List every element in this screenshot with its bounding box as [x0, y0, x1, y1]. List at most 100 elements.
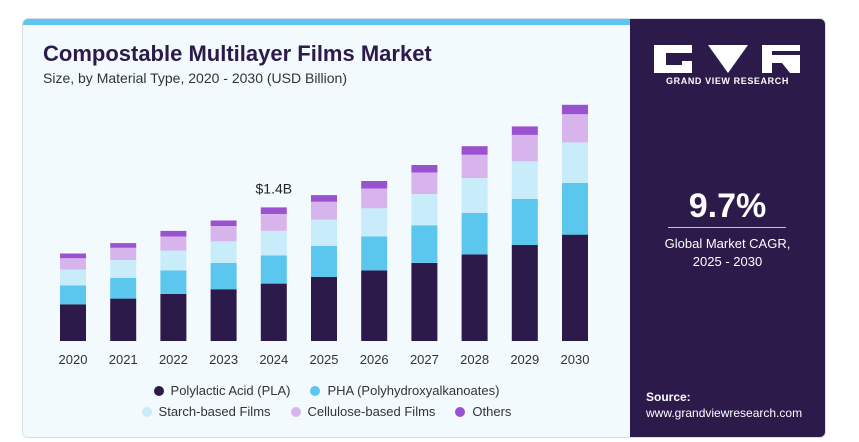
bar-segment-2029-pha-polyhydroxyalkanoates: [511, 198, 538, 245]
bar-segment-2025-starch-based-films: [311, 219, 337, 246]
bar-segment-2022-pha-polyhydroxyalkanoates: [160, 270, 187, 294]
x-tick-label-2021: 2021: [109, 352, 138, 367]
x-tick-label-2025: 2025: [310, 352, 339, 367]
legend-row-2: Starch-based Films Cellulose-based Films O…: [23, 404, 630, 419]
x-tick-label-2029: 2029: [510, 352, 539, 367]
legend-label-pha-polyhydroxyalkanoates: PHA (Polyhydroxyalkanoates): [327, 383, 500, 398]
bar-segment-2027-starch-based-films: [411, 194, 438, 226]
bar-segment-2029-polylactic-acid-pla: [511, 245, 538, 341]
brand-name: GRAND VIEW RESEARCH: [666, 76, 789, 86]
bar-segment-2026-polylactic-acid-pla: [361, 270, 388, 341]
bar-segment-2020-cellulose-based-films: [60, 258, 86, 270]
x-tick-label-2023: 2023: [209, 352, 238, 367]
cagr-value: 9.7%: [688, 187, 767, 225]
bar-segment-2029-cellulose-based-films: [511, 134, 538, 162]
bar-segment-2021-cellulose-based-films: [110, 247, 137, 260]
infographic-card: Compostable Multilayer Films Market Size…: [22, 18, 826, 438]
legend-swatch-cellulose-based-films: [290, 406, 301, 417]
bar-segment-2028-others: [461, 146, 488, 155]
bar-segment-2024-others: [260, 207, 287, 214]
bar-segment-2028-cellulose-based-films: [461, 154, 488, 179]
bar-segment-2026-pha-polyhydroxyalkanoates: [361, 236, 388, 271]
bar-segment-2026-others: [361, 181, 388, 189]
bar-segment-2030-polylactic-acid-pla: [562, 234, 588, 341]
bar-segment-2030-others: [562, 104, 588, 115]
bar-segment-2024-polylactic-acid-pla: [260, 283, 287, 341]
legend-swatch-pha-polyhydroxyalkanoates: [310, 385, 321, 396]
bar-segment-2029-starch-based-films: [511, 161, 538, 199]
bar-segment-2021-polylactic-acid-pla: [110, 298, 137, 341]
legend-item-polylactic-acid-pla: Polylactic Acid (PLA): [153, 383, 291, 398]
bar-segment-2025-others: [311, 195, 337, 202]
bar-segment-2024-pha-polyhydroxyalkanoates: [260, 255, 287, 284]
bar-segment-2025-pha-polyhydroxyalkanoates: [311, 245, 337, 277]
cagr-divider: [668, 227, 786, 228]
bar-segment-2026-starch-based-films: [361, 208, 388, 237]
legend-item-others: Others: [455, 404, 511, 419]
x-tick-label-2028: 2028: [460, 352, 489, 367]
x-tick-label-2030: 2030: [561, 352, 590, 367]
legend-swatch-starch-based-films: [141, 406, 152, 417]
x-tick-label-2027: 2027: [410, 352, 439, 367]
bar-segment-2028-polylactic-acid-pla: [461, 254, 488, 341]
legend-label-polylactic-acid-pla: Polylactic Acid (PLA): [170, 383, 291, 398]
legend-swatch-others: [455, 406, 466, 417]
bar-segment-2020-pha-polyhydroxyalkanoates: [60, 285, 86, 305]
legend-label-others: Others: [472, 404, 512, 419]
cagr-label-line2: 2025 - 2030: [692, 254, 763, 269]
bar-segment-2027-pha-polyhydroxyalkanoates: [411, 225, 438, 263]
bar-segment-2027-cellulose-based-films: [411, 172, 438, 195]
legend-row-1: Polylactic Acid (PLA) PHA (Polyhydroxyalk…: [23, 383, 630, 398]
bar-segment-2020-starch-based-films: [60, 269, 86, 286]
x-tick-label-2020: 2020: [59, 352, 88, 367]
bar-segment-2027-others: [411, 165, 438, 173]
bar-segment-2022-starch-based-films: [160, 250, 187, 271]
bar-segment-2020-polylactic-acid-pla: [60, 304, 86, 341]
legend-swatch-polylactic-acid-pla: [153, 385, 164, 396]
bar-segment-2024-starch-based-films: [260, 230, 287, 256]
bar-segment-2022-polylactic-acid-pla: [160, 293, 187, 341]
source-url[interactable]: www.grandviewresearch.com: [646, 406, 803, 420]
accent-bar: [23, 19, 630, 25]
bar-segment-2024-cellulose-based-films: [260, 213, 287, 231]
chart-title: Compostable Multilayer Films Market: [43, 41, 432, 66]
chart-subtitle: Size, by Material Type, 2020 - 2030 (USD…: [43, 70, 347, 86]
bar-segment-2022-others: [160, 230, 187, 237]
cagr-label-line1: Global Market CAGR,: [664, 236, 791, 251]
x-tick-label-2026: 2026: [360, 352, 389, 367]
legend-label-starch-based-films: Starch-based Films: [158, 404, 271, 419]
legend-label-cellulose-based-films: Cellulose-based Films: [307, 404, 436, 419]
bar-segment-2027-polylactic-acid-pla: [411, 262, 438, 341]
bar-segment-2025-polylactic-acid-pla: [311, 277, 337, 341]
bar-segment-2023-starch-based-films: [210, 241, 237, 263]
bar-segment-2021-others: [110, 243, 137, 248]
brand-panel: GRAND VIEW RESEARCH 9.7% Global Market C…: [630, 19, 825, 437]
bar-segment-2028-starch-based-films: [461, 178, 488, 213]
bar-segment-2023-others: [210, 220, 237, 227]
bar-segment-2026-cellulose-based-films: [361, 188, 388, 209]
bar-segment-2030-cellulose-based-films: [562, 114, 588, 143]
bar-segment-2022-cellulose-based-films: [160, 236, 187, 251]
cagr-label: Global Market CAGR, 2025 - 2030: [630, 235, 825, 271]
bar-segment-2021-starch-based-films: [110, 260, 137, 278]
bar-segment-2029-others: [511, 126, 538, 135]
bar-segment-2030-starch-based-films: [562, 142, 588, 183]
bar-segment-2023-cellulose-based-films: [210, 226, 237, 242]
bar-segment-2028-pha-polyhydroxyalkanoates: [461, 213, 488, 255]
bar-segment-2023-polylactic-acid-pla: [210, 289, 237, 341]
value-annotation-2024: $1.4B: [256, 180, 293, 196]
chart-legend: Polylactic Acid (PLA) PHA (Polyhydroxyalk…: [23, 383, 630, 425]
x-tick-label-2024: 2024: [259, 352, 288, 367]
bar-segment-2021-pha-polyhydroxyalkanoates: [110, 277, 137, 299]
bar-segment-2025-cellulose-based-films: [311, 201, 337, 220]
source-label: Source:: [646, 390, 691, 404]
bar-segment-2023-pha-polyhydroxyalkanoates: [210, 262, 237, 290]
stacked-bar-chart: 2020 2021 2022 2023 2024 $1.4B 2025 2026 2027 202…: [59, 104, 590, 367]
bar-segment-2020-others: [60, 253, 86, 259]
legend-item-cellulose-based-films: Cellulose-based Films: [290, 404, 436, 419]
legend-item-pha-polyhydroxyalkanoates: PHA (Polyhydroxyalkanoates): [310, 383, 499, 398]
bar-segment-2030-pha-polyhydroxyalkanoates: [562, 182, 588, 235]
legend-item-starch-based-films: Starch-based Films: [141, 404, 271, 419]
gvr-logo-icon: [654, 45, 800, 73]
x-tick-label-2022: 2022: [159, 352, 188, 367]
